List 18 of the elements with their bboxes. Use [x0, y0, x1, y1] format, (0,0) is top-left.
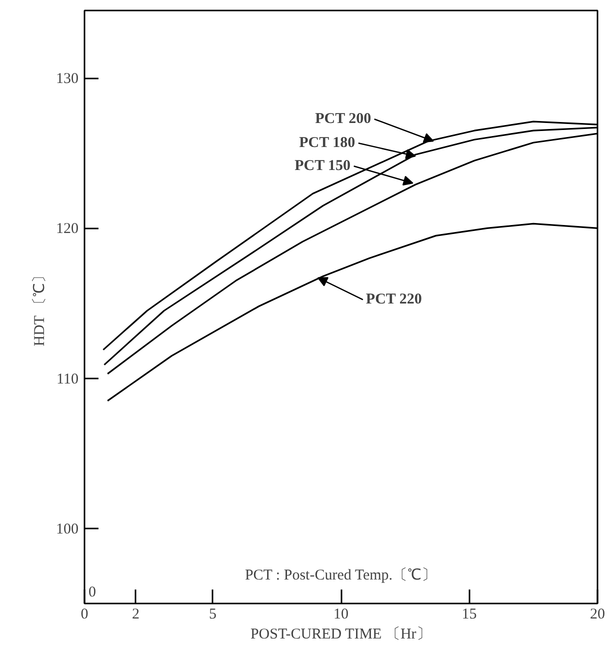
- x-tick-label: 0: [80, 606, 88, 622]
- x-tick-label: 5: [209, 606, 216, 622]
- y-tick-label: 120: [56, 221, 78, 238]
- y-tick-label: 110: [56, 371, 79, 388]
- x-tick-label: 15: [462, 606, 477, 622]
- x-tick-label: 10: [334, 606, 348, 622]
- annotation: PCT 180: [299, 135, 356, 152]
- y-tick-label: 130: [56, 71, 78, 88]
- y-tick-label: 100: [56, 521, 78, 538]
- x-axis-title: POST-CURED TIME 〔Hr〕: [250, 626, 432, 642]
- annotation: 0: [88, 584, 96, 600]
- annotation: PCT 220: [366, 292, 422, 308]
- x-tick-label: 2: [132, 606, 140, 622]
- annotation: PCT : Post-Cured Temp.〔℃〕: [244, 566, 437, 584]
- y-axis-title: HDT 〔℃〕: [31, 268, 48, 346]
- annotation: PCT 150: [294, 158, 351, 174]
- annotation: PCT 200: [315, 111, 372, 128]
- x-tick-label: 20: [590, 606, 605, 622]
